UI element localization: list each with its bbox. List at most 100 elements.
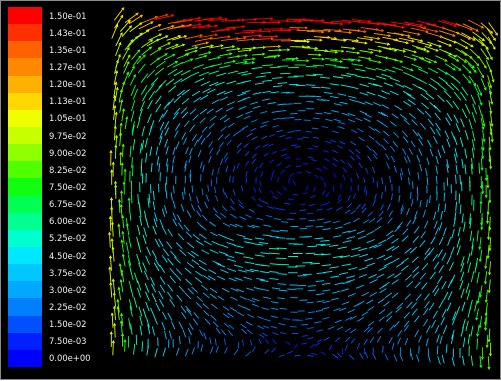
velocity-vector bbox=[185, 293, 191, 299]
velocity-vector bbox=[451, 132, 455, 141]
velocity-vector bbox=[225, 193, 227, 199]
velocity-vector bbox=[198, 205, 202, 212]
velocity-vector bbox=[115, 15, 123, 28]
velocity-vector bbox=[218, 296, 225, 300]
velocity-vector bbox=[359, 267, 368, 270]
velocity-vector bbox=[460, 204, 461, 214]
velocity-vector bbox=[263, 144, 268, 147]
velocity-vector bbox=[349, 99, 357, 101]
velocity-vector bbox=[396, 307, 402, 313]
velocity-vector bbox=[137, 254, 140, 264]
velocity-vector bbox=[382, 346, 383, 353]
velocity-vector bbox=[446, 100, 452, 108]
velocity-vector bbox=[156, 61, 165, 68]
velocity-vector bbox=[349, 87, 358, 89]
velocity-vector bbox=[327, 208, 333, 210]
velocity-vector bbox=[465, 164, 466, 174]
velocity-vector bbox=[417, 79, 426, 84]
velocity-vector bbox=[114, 106, 116, 120]
velocity-vector bbox=[308, 157, 314, 158]
velocity-vector bbox=[132, 157, 133, 168]
velocity-vector bbox=[381, 145, 386, 150]
velocity-vector bbox=[430, 127, 435, 134]
velocity-vector bbox=[209, 222, 216, 227]
velocity-vector bbox=[162, 322, 165, 330]
velocity-vector bbox=[230, 297, 237, 301]
velocity-vector bbox=[129, 15, 143, 24]
velocity-vector bbox=[376, 68, 387, 71]
velocity-vector bbox=[451, 63, 461, 70]
velocity-vector bbox=[112, 25, 118, 39]
velocity-vector bbox=[438, 250, 443, 258]
velocity-vector bbox=[307, 328, 314, 329]
velocity-vector bbox=[404, 157, 407, 164]
velocity-vector bbox=[252, 304, 259, 307]
velocity-vector bbox=[479, 57, 486, 68]
velocity-vector bbox=[308, 337, 314, 339]
velocity-vector bbox=[242, 340, 243, 346]
velocity-vector bbox=[455, 154, 457, 163]
velocity-vector bbox=[427, 158, 429, 166]
velocity-vector bbox=[273, 86, 282, 87]
velocity-vector bbox=[332, 291, 340, 293]
velocity-vector bbox=[131, 111, 134, 122]
velocity-vector bbox=[449, 262, 453, 271]
velocity-vector bbox=[377, 328, 382, 333]
velocity-vector bbox=[160, 277, 165, 285]
velocity-vector bbox=[477, 67, 483, 78]
velocity-vector bbox=[131, 324, 133, 335]
velocity-vector bbox=[149, 126, 152, 135]
velocity-vector bbox=[331, 111, 339, 113]
velocity-vector bbox=[412, 257, 418, 263]
velocity-vector bbox=[403, 31, 420, 34]
velocity-vector bbox=[131, 287, 134, 298]
velocity-vector bbox=[348, 96, 356, 98]
velocity-vector bbox=[212, 37, 230, 39]
velocity-vector bbox=[395, 226, 401, 232]
velocity-vector bbox=[149, 91, 155, 100]
velocity-vector bbox=[444, 91, 451, 98]
velocity-vector bbox=[150, 58, 159, 65]
velocity-vector bbox=[135, 273, 138, 283]
velocity-vector bbox=[220, 245, 228, 248]
velocity-vector bbox=[199, 266, 207, 271]
velocity-vector bbox=[324, 221, 331, 223]
velocity-vector bbox=[250, 340, 252, 346]
velocity-vector bbox=[294, 344, 297, 348]
velocity-vector bbox=[368, 322, 374, 327]
velocity-vector bbox=[245, 111, 252, 114]
velocity-vector bbox=[391, 146, 395, 152]
velocity-vector bbox=[366, 168, 369, 174]
velocity-vector bbox=[150, 147, 152, 156]
velocity-vector bbox=[379, 211, 383, 216]
velocity-vector bbox=[203, 293, 209, 298]
velocity-vector bbox=[405, 275, 412, 281]
velocity-vector bbox=[360, 93, 368, 96]
velocity-vector bbox=[338, 122, 345, 124]
velocity-vector bbox=[111, 283, 112, 298]
velocity-vector bbox=[434, 212, 436, 220]
velocity-vector bbox=[433, 311, 437, 319]
velocity-vector bbox=[225, 347, 228, 353]
velocity-vector bbox=[457, 246, 460, 256]
velocity-vector bbox=[229, 278, 237, 281]
velocity-vector bbox=[385, 354, 388, 360]
velocity-vector bbox=[427, 199, 428, 207]
velocity-vector bbox=[203, 165, 205, 172]
velocity-vector bbox=[169, 331, 171, 339]
velocity-vector bbox=[425, 221, 428, 228]
velocity-vector bbox=[413, 236, 419, 242]
velocity-vector bbox=[167, 292, 172, 299]
velocity-vector bbox=[370, 280, 378, 284]
velocity-vector bbox=[306, 85, 315, 86]
velocity-vector bbox=[322, 265, 332, 266]
velocity-vector bbox=[394, 132, 399, 137]
velocity-vector bbox=[341, 160, 345, 164]
velocity-vector bbox=[466, 321, 469, 331]
velocity-vector bbox=[442, 145, 445, 153]
velocity-vector bbox=[201, 82, 210, 86]
velocity-vector bbox=[402, 236, 408, 242]
velocity-vector bbox=[143, 235, 146, 244]
